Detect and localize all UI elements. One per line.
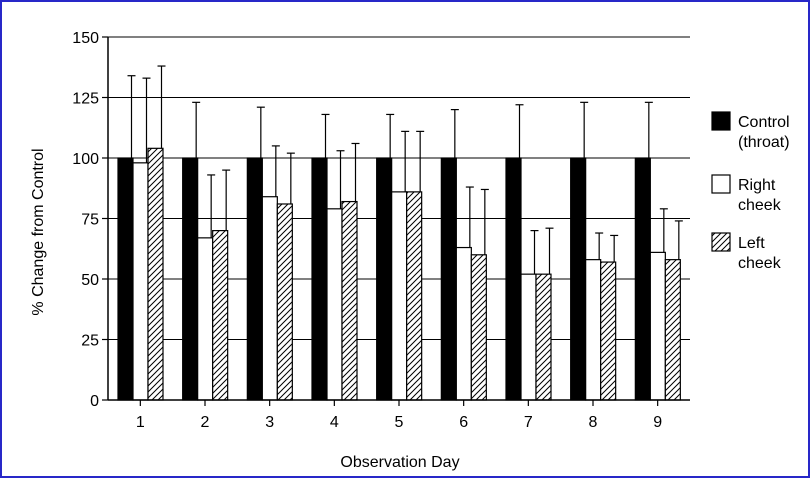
bar-day3-hatched — [276, 203, 293, 401]
bar-day9-open — [649, 251, 666, 401]
x-tick-label-3: 3 — [265, 414, 274, 431]
x-tick-label-8: 8 — [589, 414, 598, 431]
x-tick-label-6: 6 — [459, 414, 468, 431]
bar-day5-hatched — [406, 191, 423, 401]
legend-label-line1-hatched: Left — [738, 235, 765, 252]
bar-day8-hatched — [600, 261, 617, 401]
bar-day4-open — [326, 208, 343, 401]
y-tick-label-100: 100 — [72, 151, 99, 168]
y-tick-label-75: 75 — [81, 212, 99, 229]
y-tick-label-0: 0 — [90, 393, 99, 410]
bar-day2-open — [197, 237, 214, 401]
legend-swatch-solid — [711, 111, 731, 131]
x-tick-label-9: 9 — [653, 414, 662, 431]
bar-day3-open — [261, 196, 278, 401]
x-tick-label-2: 2 — [201, 414, 210, 431]
y-tick-label-150: 150 — [72, 30, 99, 47]
x-tick-label-5: 5 — [395, 414, 404, 431]
x-tick-label-4: 4 — [330, 414, 339, 431]
bar-day1-open — [132, 162, 149, 401]
y-tick-label-125: 125 — [72, 91, 99, 108]
bar-day2-hatched — [212, 230, 229, 401]
x-tick-label-1: 1 — [136, 414, 145, 431]
bar-day7-solid — [505, 157, 522, 401]
legend-label-line2-open: cheek — [738, 197, 782, 214]
bar-day6-solid — [440, 157, 457, 401]
legend-swatch-open — [711, 174, 731, 194]
bar-day1-hatched — [147, 147, 164, 401]
legend-label-line1-solid: Control — [738, 114, 790, 131]
bar-day5-open — [391, 191, 408, 401]
bar-day2-solid — [182, 157, 199, 401]
bar-day7-open — [520, 273, 537, 401]
bar-day6-open — [455, 246, 472, 401]
bar-day8-solid — [570, 157, 587, 401]
bar-day8-open — [585, 259, 602, 401]
x-axis-label: Observation Day — [340, 454, 459, 471]
y-tick-label-25: 25 — [81, 333, 99, 350]
bar-day1-solid — [117, 157, 134, 401]
bar-day9-solid — [634, 157, 651, 401]
x-tick-label-7: 7 — [524, 414, 533, 431]
bar-day3-solid — [246, 157, 263, 401]
bar-day6-hatched — [470, 254, 487, 401]
bar-day4-hatched — [341, 200, 358, 401]
y-axis-label: % Change from Control — [30, 148, 47, 315]
legend-label-line2-hatched: cheek — [738, 255, 782, 272]
legend-swatch-hatched — [711, 232, 731, 252]
bar-day9-hatched — [664, 259, 681, 401]
bar-day5-solid — [376, 157, 393, 401]
bar-day4-solid — [311, 157, 328, 401]
y-tick-label-50: 50 — [81, 272, 99, 289]
bar-day7-hatched — [535, 273, 552, 401]
legend-label-line2-solid: (throat) — [738, 134, 790, 151]
legend-label-line1-open: Right — [738, 177, 776, 194]
